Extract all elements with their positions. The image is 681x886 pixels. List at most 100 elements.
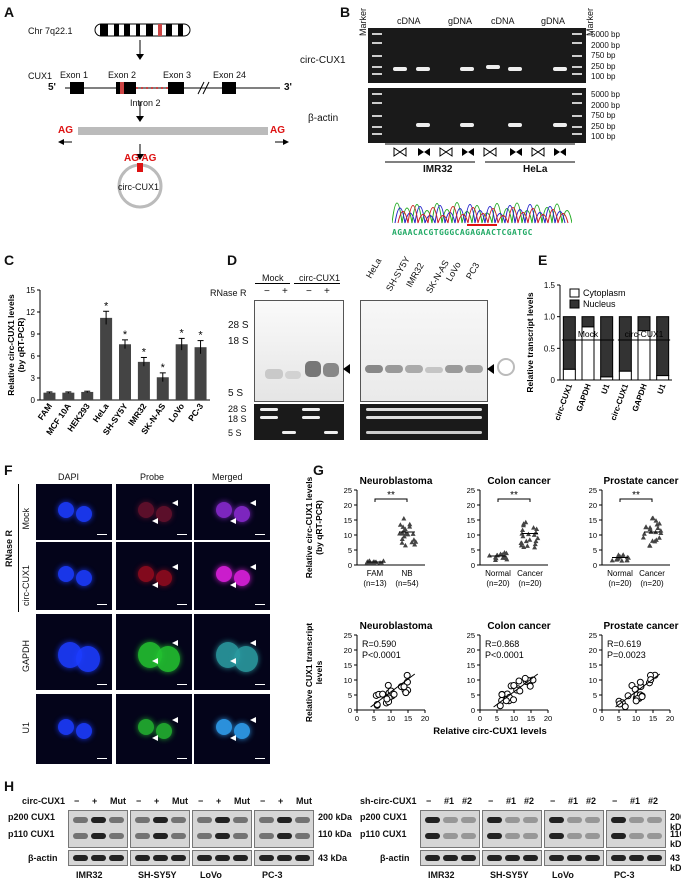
h-right-cell: IMR32 xyxy=(428,870,455,880)
h-right-kda: 110 kDa xyxy=(670,829,681,849)
exon2-label: Exon 2 xyxy=(108,70,137,80)
h-left-row: p110 CUX1 xyxy=(8,829,55,839)
g-bottom-xtick: 15 xyxy=(404,714,412,723)
g-point xyxy=(647,543,653,548)
cell-blob xyxy=(216,719,232,735)
g-r: R=0.590 xyxy=(362,639,396,649)
g-bottom-ytick: 25 xyxy=(344,631,352,640)
h-right-sign: − xyxy=(612,796,618,806)
band xyxy=(549,833,564,839)
e-bar-cytoplasm xyxy=(656,375,670,381)
band xyxy=(487,817,502,823)
arrowhead-icon xyxy=(152,582,158,588)
band xyxy=(629,817,644,823)
h-left-cell: LoVo xyxy=(200,870,222,880)
g-top-ytick: 25 xyxy=(344,486,352,495)
g-point xyxy=(527,537,533,542)
panel-e-label: E xyxy=(538,252,548,268)
cdna-label-1: cDNA xyxy=(397,16,421,26)
g-scatter-point xyxy=(647,676,655,684)
gdna-label-2: gDNA xyxy=(541,16,566,26)
e-bar-nucleus xyxy=(637,316,651,332)
g-top-ytick: 25 xyxy=(589,486,597,495)
circ-formation-diagram xyxy=(58,23,289,209)
blot-cux1 xyxy=(544,810,604,848)
g-n: (n=20) xyxy=(518,579,542,588)
g-top-ytick: 15 xyxy=(467,516,475,525)
primer-icons xyxy=(385,143,575,163)
c-ytick: 6 xyxy=(31,352,36,361)
gel-28s: 28 S xyxy=(228,404,247,414)
blot-actin xyxy=(254,850,314,866)
cell-blob xyxy=(156,723,172,739)
cell-imr32: IMR32 xyxy=(423,164,453,175)
arrowhead-icon xyxy=(230,658,236,664)
g-n: (n=20) xyxy=(486,579,510,588)
cell-blob xyxy=(58,502,74,518)
sign-2: + xyxy=(282,286,288,297)
arrowhead-d1 xyxy=(343,364,350,374)
c-xtick: LoVo xyxy=(166,401,186,424)
row1-label: circ-CUX1 xyxy=(300,55,346,66)
arrowhead-icon xyxy=(172,640,178,646)
scale-bar xyxy=(97,758,107,759)
band xyxy=(425,855,440,861)
g-point xyxy=(410,531,416,536)
h-left-row: p200 CUX1 xyxy=(8,812,56,822)
g-point xyxy=(401,533,407,539)
band xyxy=(233,855,248,861)
g-top-ytick: 10 xyxy=(589,531,597,540)
band xyxy=(295,855,310,861)
band xyxy=(461,833,476,839)
h-right-sign: #1 xyxy=(630,796,641,806)
e-bar-nucleus xyxy=(656,316,670,377)
h-right-sign: #2 xyxy=(524,796,535,806)
marker-left: Marker xyxy=(358,8,368,37)
band xyxy=(295,817,310,823)
band xyxy=(233,817,248,823)
band xyxy=(109,833,124,839)
northern-blot-1 xyxy=(254,300,344,402)
g-point xyxy=(532,544,538,550)
e-bar-nucleus xyxy=(618,316,632,372)
c-bar xyxy=(175,344,188,400)
g-point xyxy=(615,552,621,557)
h-left-cell: SH-SY5Y xyxy=(138,870,177,880)
blot-actin xyxy=(68,850,128,866)
h-left-sign: Mut xyxy=(172,796,188,806)
g-scatter-point xyxy=(403,671,411,679)
g-bottom-ytick: 0 xyxy=(471,706,475,715)
e-ytick: 1.0 xyxy=(544,313,556,322)
panel-c-label: C xyxy=(4,252,15,268)
scale-bar xyxy=(177,684,187,685)
band xyxy=(425,817,440,823)
circ-label: circ-CUX1 xyxy=(118,182,160,192)
h-right-cell: PC-3 xyxy=(614,870,635,880)
g-point xyxy=(531,525,537,530)
arrowhead-d2 xyxy=(487,364,494,374)
g-point xyxy=(655,525,661,530)
e-ytick: 0 xyxy=(551,376,556,385)
sign-1: − xyxy=(264,286,270,297)
rrna-gel-1 xyxy=(254,404,344,440)
g-point xyxy=(653,537,659,542)
scale-bar xyxy=(255,758,265,759)
g-point xyxy=(400,524,406,529)
e-bar-nucleus xyxy=(562,316,576,370)
h-right-title: sh-circ-CUX1 xyxy=(360,796,417,806)
band xyxy=(215,817,230,823)
micrograph xyxy=(194,542,270,610)
g-bottom-xtick: 0 xyxy=(600,714,604,723)
cell-blob xyxy=(234,646,258,672)
g-top-title: Neuroblastoma xyxy=(360,476,433,487)
e-group: Mock xyxy=(578,329,599,339)
c-xtick: FAM xyxy=(36,401,54,421)
band xyxy=(505,817,520,823)
h-right-kda: 43 kDa xyxy=(670,853,681,873)
h-right-kda: 200 kDa xyxy=(670,812,681,832)
g-point xyxy=(520,522,526,528)
g-top-title: Colon cancer xyxy=(487,476,550,487)
g-bottom-ytick: 10 xyxy=(467,676,475,685)
g-point xyxy=(501,550,507,555)
g-top-ytick: 0 xyxy=(471,561,475,570)
